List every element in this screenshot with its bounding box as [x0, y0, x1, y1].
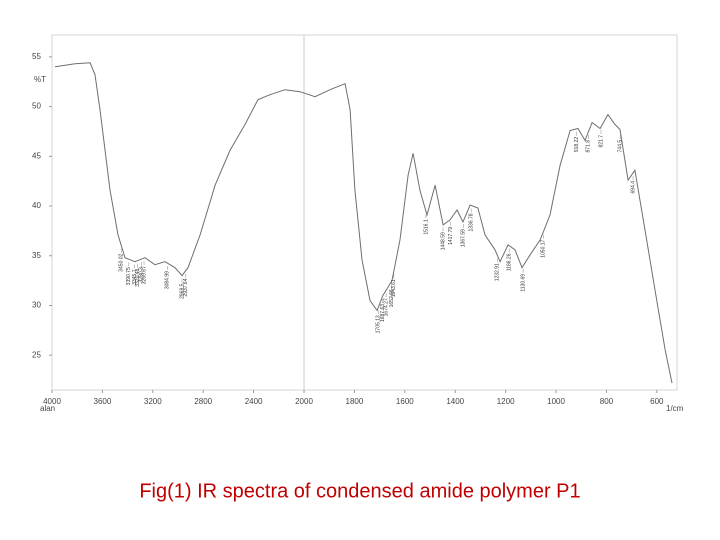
peak-label: 821.7 [598, 135, 604, 148]
x-tick-label: 1800 [346, 397, 364, 406]
peak-label: 1130.69 [520, 274, 526, 292]
y-tick-label: 40 [32, 201, 41, 210]
peak-label: 3084.99 [165, 271, 171, 289]
spectrum-line [54, 62, 673, 384]
peak-label: 3345.7 [132, 269, 138, 285]
peak-label: 1186.26 [506, 253, 512, 271]
peak-label: 1705.13 [376, 315, 382, 333]
x-tick-label: 2800 [194, 397, 212, 406]
peak-label: 2968.5 [179, 283, 185, 299]
plot-frame [51, 34, 678, 391]
x-tick-label: 1400 [446, 397, 464, 406]
peak-label: 3390.75 [126, 267, 132, 285]
peak-label: 3290.3 [139, 267, 145, 283]
x-tick-label: 600 [650, 397, 664, 406]
peak-label: 744.5 [618, 140, 624, 153]
peak-label: 871.8 [586, 140, 592, 153]
peak-label: 1687.63 [380, 304, 386, 322]
y-tick-label: 50 [32, 102, 41, 111]
peak-label: 1232.91 [495, 263, 501, 281]
peak-label: 1448.59 [440, 232, 446, 250]
x-tick-label: 800 [600, 397, 614, 406]
peak-label: 694.4 [630, 181, 636, 194]
y-axis-label: %T [34, 75, 46, 84]
peak-label: 2937.64 [183, 278, 189, 296]
y-tick-label: 45 [32, 151, 41, 160]
peak-label: 1516.1 [423, 219, 429, 235]
x-tick-label: 4000 [43, 397, 61, 406]
peak-label: 3269.67 [141, 266, 147, 284]
x-tick-label: 1200 [497, 397, 515, 406]
peak-label: 3450.02 [119, 253, 125, 271]
x-tick-label: 3200 [144, 397, 162, 406]
x-tick-label: 1600 [396, 397, 414, 406]
peak-label: 1674.27 [383, 298, 389, 316]
x-axis-label: 1/cm [666, 404, 684, 413]
y-tick-label: 25 [32, 350, 41, 359]
peak-label: 3320.48 [135, 268, 141, 286]
peak-label: 1336.78 [468, 213, 474, 231]
peak-label: 918.22 [574, 137, 580, 153]
peak-label: 1367.59 [461, 229, 467, 247]
x-tick-label: 1000 [547, 397, 565, 406]
caption: Fig(1) IR spectra of condensed amide pol… [139, 480, 580, 502]
x-tick-label: 2400 [245, 397, 263, 406]
peak-label: 1652.66 [389, 289, 395, 307]
x-note: alan [40, 404, 55, 413]
peak-label: 1643.61 [391, 279, 397, 297]
peak-label: 1417.79 [448, 227, 454, 245]
y-tick-label: 30 [32, 301, 41, 310]
x-tick-label: 3600 [94, 397, 112, 406]
y-tick-label: 35 [32, 251, 41, 260]
y-tick-label: 55 [32, 52, 41, 61]
peak-label: 1050.17 [541, 239, 547, 257]
x-tick-label: 2000 [295, 397, 313, 406]
